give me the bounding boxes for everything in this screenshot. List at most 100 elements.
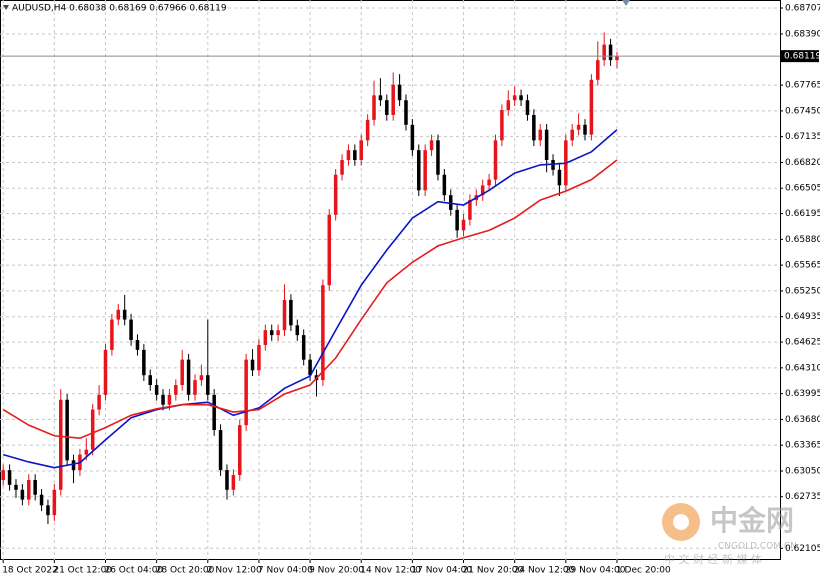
candle-body — [39, 494, 44, 506]
last-price-label: 0.68119 — [784, 52, 820, 62]
candle-body — [174, 385, 178, 395]
candle-body — [321, 285, 325, 381]
x-tick-label: 18 Oct 2022 — [2, 566, 58, 576]
watermark-site: CNGOLD.COM.CN — [718, 542, 797, 552]
candle-body — [391, 84, 395, 115]
moving-average-line — [2, 129, 618, 469]
candle-body — [589, 79, 594, 135]
watermark: 中金网 CNGOLD.COM.CN 中 文 财 经 新 媒 体 — [662, 503, 797, 566]
x-tick-label: 9 Nov 20:00 — [309, 566, 364, 576]
x-tick-label: 29 Nov 04:00 — [565, 566, 626, 576]
candle-body — [410, 124, 415, 151]
x-tick-label: 1 Dec 20:00 — [616, 566, 671, 576]
y-tick-label: 0.68390 — [785, 29, 820, 39]
candle-body — [493, 140, 498, 180]
candle-body — [1, 470, 5, 480]
x-tick-label: 17 Nov 04:00 — [411, 566, 472, 576]
candle-body — [14, 484, 18, 490]
title-icon — [3, 5, 9, 10]
candle-body — [161, 394, 165, 405]
y-tick-label: 0.66820 — [785, 158, 820, 168]
candle-body — [206, 375, 210, 395]
candle-body — [295, 325, 300, 336]
candle-body — [225, 470, 229, 490]
x-tick-label: 26 Oct 04:00 — [104, 566, 163, 576]
candle-body — [596, 60, 600, 80]
y-tick-label: 0.64625 — [785, 338, 820, 348]
candle-body — [340, 159, 344, 175]
x-tick-label: 28 Oct 20:00 — [156, 566, 215, 576]
y-tick-label: 0.65880 — [785, 235, 820, 245]
candle-body — [90, 409, 95, 450]
candle-body — [52, 489, 57, 516]
last-price-box — [781, 50, 819, 63]
candle-body — [429, 140, 434, 151]
candle-body — [84, 449, 89, 455]
x-tick-label: 14 Nov 12:00 — [360, 566, 421, 576]
candle-body — [148, 375, 153, 386]
candle-body — [71, 460, 76, 471]
candle-body — [551, 159, 555, 170]
y-tick-label: 0.67135 — [785, 132, 820, 142]
candle-body — [468, 200, 472, 220]
y-tick-label: 0.63995 — [785, 389, 820, 399]
candle-body — [487, 179, 491, 186]
candle-body — [385, 100, 389, 115]
y-tick-label: 0.67765 — [785, 81, 820, 91]
candle-body — [186, 359, 191, 395]
candle-body — [583, 124, 587, 135]
candle-body — [500, 110, 504, 141]
candle-body — [110, 319, 114, 350]
candle-body — [116, 309, 121, 320]
y-tick-label: 0.67450 — [785, 106, 820, 116]
candle-body — [397, 84, 402, 101]
y-tick-label: 0.65250 — [785, 286, 820, 296]
candle-body — [257, 344, 261, 371]
candle-body — [58, 399, 63, 490]
candle-body — [404, 100, 408, 125]
candle-body — [448, 195, 453, 210]
candle-body — [237, 425, 242, 476]
y-tick-label: 0.68707 — [785, 4, 820, 14]
x-tick-label: 21 Oct 12:00 — [53, 566, 112, 576]
candle-body — [122, 309, 127, 320]
candle-body — [33, 479, 37, 495]
candle-body — [506, 100, 511, 111]
candle-body — [372, 95, 376, 120]
candle-body — [97, 394, 101, 410]
candle-body — [135, 340, 140, 350]
candle-body — [532, 114, 536, 141]
candle-body — [455, 209, 459, 231]
candle-body — [576, 124, 581, 130]
y-tick-label: 0.66505 — [785, 184, 820, 194]
candle-body — [269, 330, 274, 336]
candle-body — [602, 44, 606, 61]
y-tick-label: 0.63680 — [785, 415, 820, 425]
y-tick-label: 0.62735 — [785, 492, 820, 502]
candle-body — [199, 375, 204, 381]
candle-body — [544, 129, 549, 160]
y-tick-label: 0.64310 — [785, 363, 820, 373]
candle-body — [557, 169, 562, 186]
candle-body — [423, 150, 427, 191]
moving-average-line — [2, 159, 618, 440]
candle-body — [417, 150, 421, 191]
candle-body — [289, 299, 293, 326]
candle-body — [20, 489, 25, 500]
candle-body — [7, 470, 12, 485]
y-tick-label: 0.63050 — [785, 466, 820, 476]
x-tick-label: 7 Nov 04:00 — [258, 566, 313, 576]
y-tick-label: 0.62105 — [785, 544, 820, 554]
y-tick-label: 0.65565 — [785, 261, 820, 271]
candle-body — [365, 119, 370, 141]
candle-body — [276, 330, 280, 336]
candle-body — [167, 394, 172, 405]
chart-title: AUDUSD,H4 0.68038 0.68169 0.67966 0.6811… — [12, 4, 227, 14]
candle-body — [480, 185, 485, 196]
candle-body — [608, 44, 613, 61]
candle-body — [46, 505, 50, 516]
candle-body — [570, 129, 574, 141]
candle-body — [263, 330, 268, 345]
candle-body — [346, 150, 351, 160]
